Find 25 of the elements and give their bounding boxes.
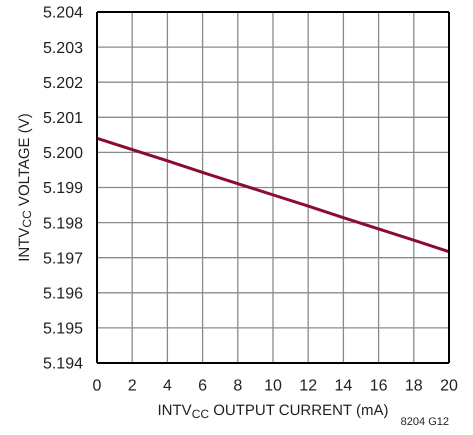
line-series xyxy=(97,136,449,254)
x-tick-label: 10 xyxy=(264,377,282,394)
x-tick-label: 8 xyxy=(233,377,242,394)
y-tick-label: 5.203 xyxy=(42,40,84,57)
y-tick-label: 5.200 xyxy=(42,145,84,162)
y-tick-label: 5.195 xyxy=(42,320,84,338)
y-tick-label: 5.198 xyxy=(42,215,84,232)
y-tick-label: 5.199 xyxy=(42,180,84,198)
x-tick-label: 6 xyxy=(198,377,208,394)
x-tick-label: 0 xyxy=(92,377,102,394)
y-tick-label: 5.204 xyxy=(42,4,84,22)
y-tick-label: 5.197 xyxy=(42,250,84,268)
x-tick-label: 18 xyxy=(404,377,423,394)
y-tick-label: 5.194 xyxy=(42,356,84,373)
x-tick-label: 14 xyxy=(334,377,352,394)
x-tick-label: 16 xyxy=(370,377,388,394)
y-tick-label: 5.202 xyxy=(42,74,84,92)
x-tick-label: 12 xyxy=(299,377,318,394)
text: 8204 G12 xyxy=(400,416,449,428)
y-tick-label: 5.196 xyxy=(42,285,84,302)
y-tick-label: 5.201 xyxy=(42,110,84,127)
x-axis-title: INTV$_{CC}$ OUTPUT CURRENT (mA) xyxy=(158,402,388,421)
x-tick-label: 2 xyxy=(128,377,137,394)
x-tick-label: 20 xyxy=(440,377,458,394)
x-tick-label: 4 xyxy=(162,377,172,394)
